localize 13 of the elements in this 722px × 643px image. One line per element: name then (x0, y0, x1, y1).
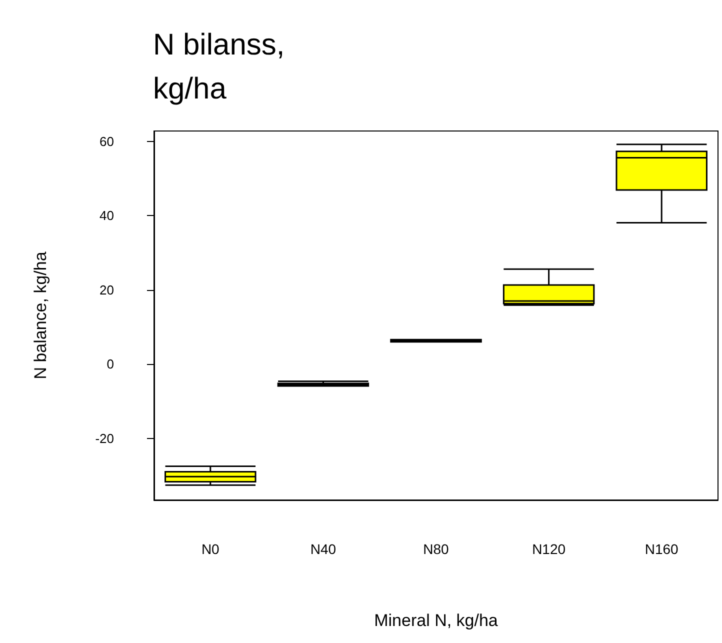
y-tick-label: 20 (100, 282, 114, 298)
y-axis-title: N balance, kg/ha (31, 251, 50, 380)
x-tick-label: N0 (201, 541, 220, 557)
x-axis-title: Mineral N, kg/ha (374, 611, 498, 630)
y-tick-label: 0 (106, 356, 114, 372)
y-tick-label: 60 (100, 134, 114, 149)
x-tick-label: N40 (310, 541, 336, 557)
y-tick-label: 40 (100, 208, 114, 224)
y-tick-label: -20 (95, 430, 114, 446)
x-tick-label: N120 (532, 541, 566, 557)
x-tick-label: N80 (423, 541, 450, 557)
chart-title: N bilanss, kg/ha (153, 28, 285, 106)
x-tick-label: N160 (644, 541, 679, 557)
